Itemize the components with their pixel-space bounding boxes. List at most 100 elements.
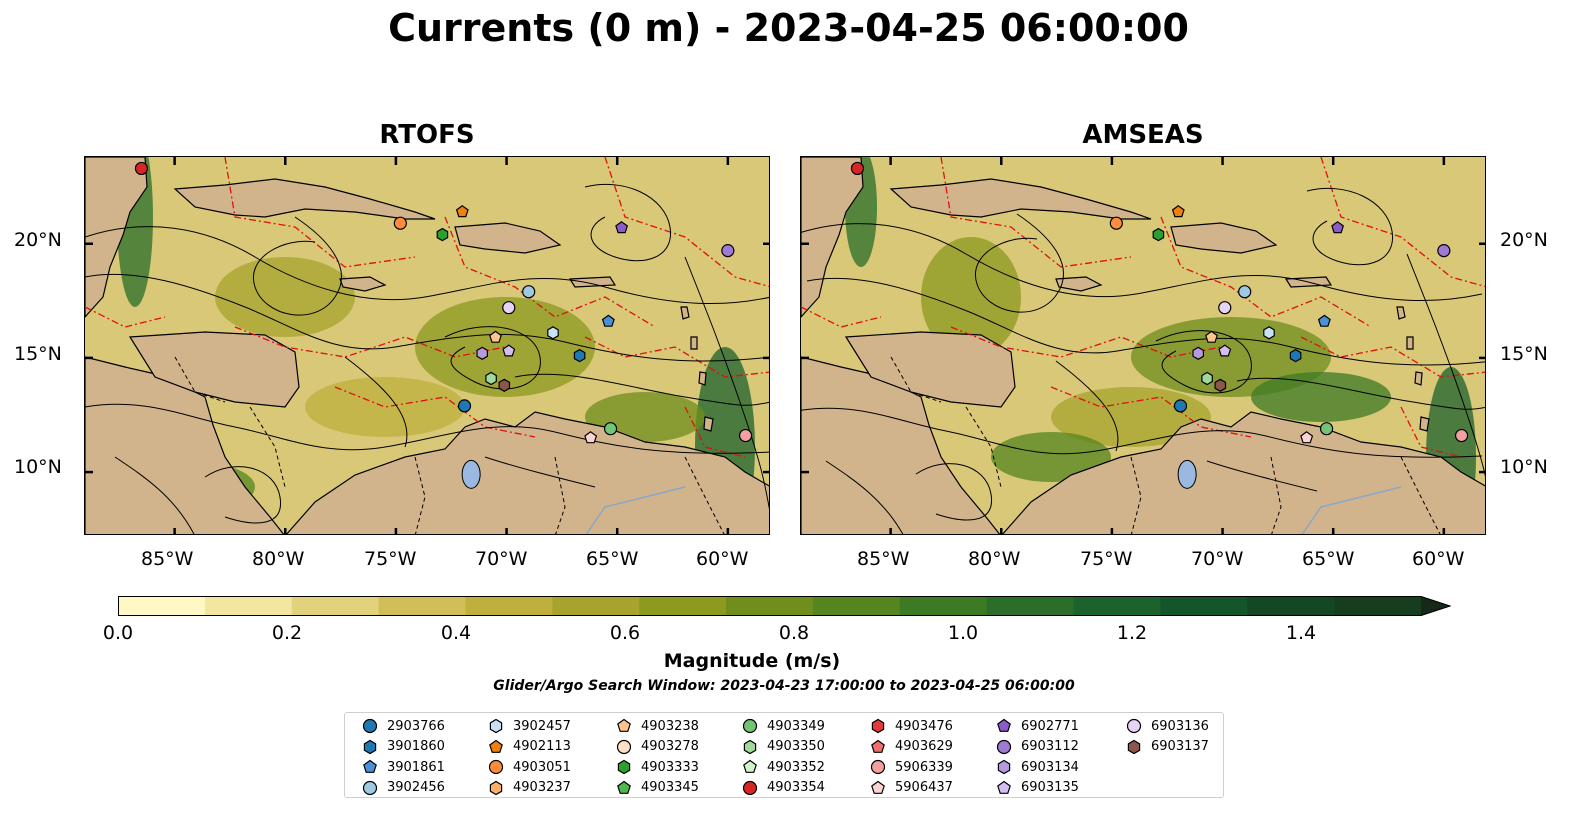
legend-marker-hexagon-icon xyxy=(617,759,631,775)
rtofs-streamline xyxy=(85,226,769,305)
rtofs-eez-boundary xyxy=(604,157,769,288)
legend-item: 6902771 xyxy=(995,716,1079,736)
amseas-lake xyxy=(1177,459,1197,489)
legend-item: 4903345 xyxy=(615,778,699,798)
legend-marker-pentagon-icon xyxy=(489,739,503,753)
colorbar-segment xyxy=(812,596,901,616)
legend-item: 6903136 xyxy=(1125,716,1209,736)
legend-item: 4903278 xyxy=(615,737,699,757)
amseas-eez-boundary xyxy=(1300,336,1485,378)
rtofs-country-border xyxy=(684,456,725,534)
legend-marker-hexagon-icon xyxy=(871,718,885,734)
colorbar-segment xyxy=(465,596,553,616)
float-legend: 2903766 3901860 3901861 3902456 3902457 49021… xyxy=(344,712,1224,798)
amseas-land xyxy=(889,178,1152,220)
legend-item: 4902113 xyxy=(487,737,571,757)
rtofs-river xyxy=(585,486,686,534)
colorbar-segment xyxy=(291,596,380,616)
float-marker-4902113 xyxy=(455,205,469,218)
float-marker-4903350 xyxy=(485,371,497,386)
amseas-streamline xyxy=(825,460,904,534)
legend-item: 3902456 xyxy=(361,778,445,798)
legend-label: 4903333 xyxy=(641,759,699,775)
rtofs-streamline xyxy=(344,356,408,448)
amseas-land xyxy=(1170,222,1278,254)
colorbar-segment xyxy=(639,596,727,616)
float-marker-6903112 xyxy=(1437,244,1451,258)
amseas-streamline xyxy=(806,277,1485,366)
legend-item: 4903051 xyxy=(487,757,571,777)
legend-label: 6903134 xyxy=(1021,759,1079,775)
amseas-streamline xyxy=(801,407,1483,458)
lon-label-70w-right: 70°W xyxy=(1191,548,1244,570)
colorbar-segment xyxy=(1160,596,1248,616)
colorbar-tick: 1.0 xyxy=(947,622,979,644)
lat-label-15n-right: 15°N xyxy=(1500,343,1548,365)
amseas-speed-region xyxy=(1251,372,1391,422)
float-marker-5906437 xyxy=(584,431,598,444)
colorbar-tick: 0.4 xyxy=(440,622,472,644)
lon-label-80w-right: 80°W xyxy=(968,548,1021,570)
float-marker-3902457 xyxy=(547,326,559,340)
amseas-streamline xyxy=(1206,460,1318,492)
legend-label: 4903345 xyxy=(641,780,699,795)
amseas-map-canvas xyxy=(801,157,1485,534)
legend-label: 4903051 xyxy=(513,759,571,775)
legend-item: 5906339 xyxy=(869,757,953,777)
amseas-streamline xyxy=(1236,377,1485,410)
legend-item: 6903112 xyxy=(995,737,1079,757)
rtofs-current-map[interactable] xyxy=(84,156,770,535)
colorbar-tick: 0.8 xyxy=(778,622,810,644)
legend-item: 3902457 xyxy=(487,716,571,736)
lat-label-10n-left: 10°N xyxy=(14,456,62,478)
legend-label: 4903237 xyxy=(513,780,571,795)
amseas-streamline xyxy=(801,223,1483,302)
float-marker-3902456 xyxy=(1238,285,1252,299)
float-marker-6902771 xyxy=(1331,221,1345,234)
colorbar-extend-arrow xyxy=(1421,596,1451,616)
legend-label: 4902113 xyxy=(513,739,571,754)
rtofs-eez-boundary xyxy=(444,216,656,328)
rtofs-eez-boundary xyxy=(334,386,536,438)
legend-label: 3901860 xyxy=(387,739,445,754)
float-marker-6903137 xyxy=(498,378,511,392)
amseas-country-border xyxy=(1400,456,1441,534)
legend-label: 4903629 xyxy=(895,739,953,754)
rtofs-land xyxy=(690,336,698,350)
legend-marker-circle-icon xyxy=(742,718,758,734)
float-marker-4903333 xyxy=(436,227,449,242)
colorbar-outline xyxy=(118,596,1451,616)
legend-label: 2903766 xyxy=(387,718,445,734)
colorbar-segment xyxy=(118,596,206,616)
float-marker-4903238 xyxy=(489,330,502,343)
float-marker-4903354 xyxy=(850,161,865,176)
legend-label: 4903350 xyxy=(767,739,825,754)
amseas-current-map[interactable] xyxy=(800,156,1486,535)
legend-marker-hexagon-icon xyxy=(1127,739,1141,754)
figure-title: Currents (0 m) - 2023-04-25 06:00:00 xyxy=(388,6,1189,50)
legend-item: 4903350 xyxy=(741,737,825,757)
amseas-land xyxy=(1406,336,1414,350)
float-marker-6903136 xyxy=(1218,301,1232,315)
colorbar-segment xyxy=(552,596,640,616)
legend-marker-hexagon-icon xyxy=(489,718,503,734)
amseas-land xyxy=(844,331,1016,408)
amseas-land xyxy=(1414,371,1423,386)
rtofs-map-canvas xyxy=(85,157,769,534)
amseas-speed-region xyxy=(921,237,1021,357)
legend-label: 4903354 xyxy=(767,780,825,795)
amseas-country-border xyxy=(1270,456,1282,534)
legend-item: 4903333 xyxy=(615,757,699,777)
amseas-land xyxy=(1055,276,1103,292)
amseas-streamline xyxy=(915,463,992,521)
float-marker-4903051 xyxy=(393,216,407,230)
rtofs-eez-boundary xyxy=(224,157,416,268)
legend-label: 5906339 xyxy=(895,759,953,775)
rtofs-streamline xyxy=(444,326,541,390)
colorbar-segment xyxy=(726,596,814,616)
legend-label: 5906437 xyxy=(895,780,953,795)
legend-item: 6903137 xyxy=(1125,737,1209,757)
legend-marker-pentagon-icon xyxy=(871,780,885,794)
float-marker-5906339 xyxy=(1454,428,1469,443)
colorbar-segment xyxy=(378,596,467,616)
